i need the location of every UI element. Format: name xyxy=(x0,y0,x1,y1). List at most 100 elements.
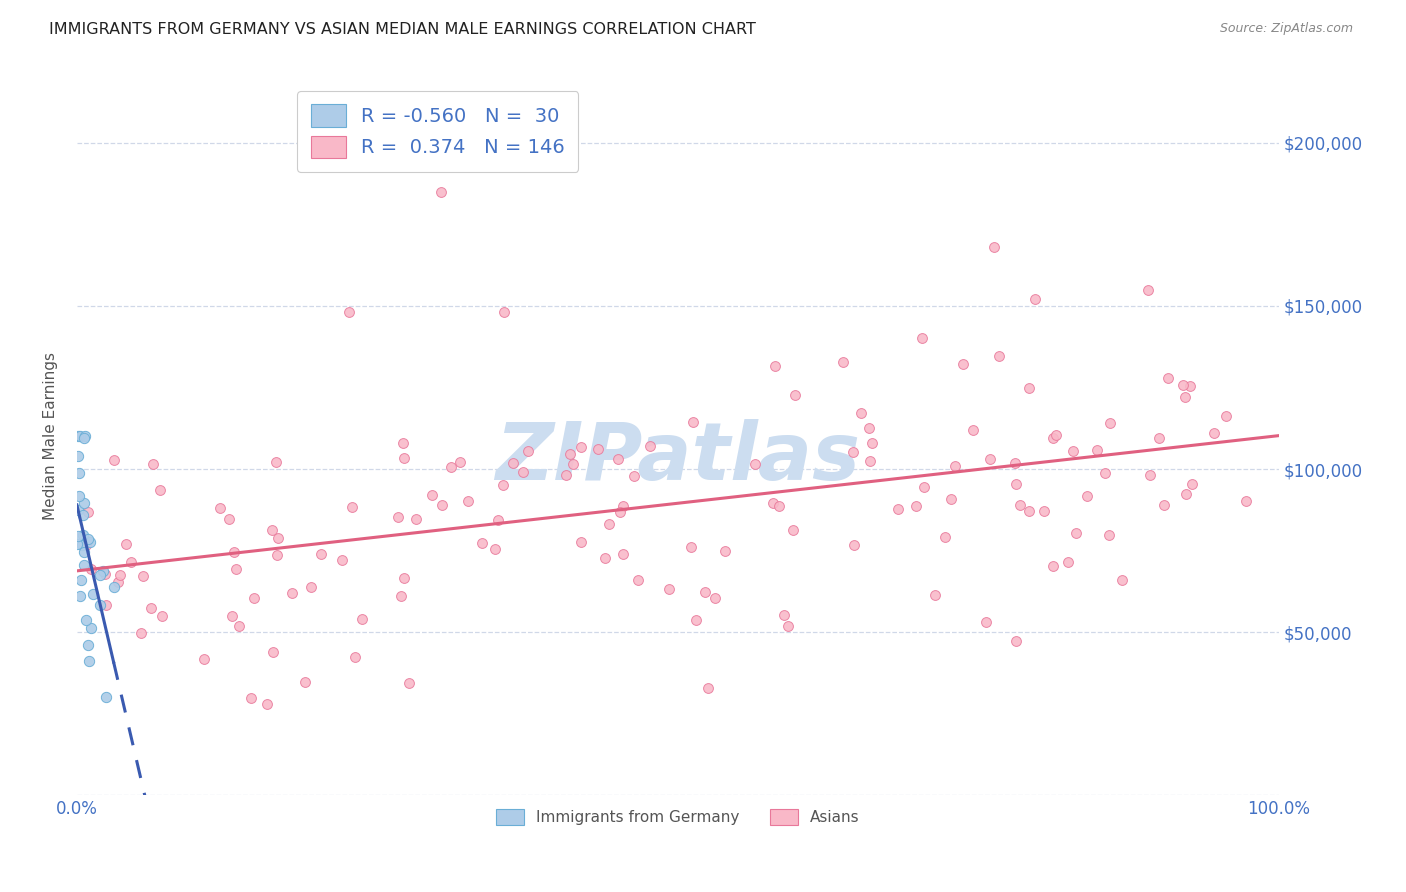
Point xyxy=(612,499,634,513)
Point xyxy=(1076,489,1098,503)
Point xyxy=(974,615,997,630)
Point xyxy=(987,349,1010,363)
Point xyxy=(1202,425,1225,440)
Point xyxy=(471,536,494,550)
Point xyxy=(860,436,883,450)
Point xyxy=(1010,498,1032,512)
Point xyxy=(66,503,89,517)
Point xyxy=(1094,467,1116,481)
Point xyxy=(218,512,240,526)
Point xyxy=(502,456,524,470)
Point xyxy=(340,500,363,515)
Point xyxy=(108,568,131,582)
Point xyxy=(392,436,415,450)
Point xyxy=(76,505,98,519)
Point xyxy=(299,580,322,594)
Point xyxy=(924,588,946,602)
Point xyxy=(1004,456,1026,470)
Point xyxy=(612,547,634,561)
Point xyxy=(904,499,927,513)
Point xyxy=(658,582,681,596)
Point xyxy=(132,569,155,583)
Point xyxy=(266,548,288,562)
Point xyxy=(228,618,250,632)
Y-axis label: Median Male Earnings: Median Male Earnings xyxy=(44,352,58,520)
Point xyxy=(103,580,125,594)
Point xyxy=(79,534,101,549)
Point xyxy=(486,513,509,527)
Point xyxy=(94,690,117,704)
Point xyxy=(681,540,703,554)
Point xyxy=(943,459,966,474)
Point xyxy=(72,538,94,552)
Point xyxy=(561,457,583,471)
Point xyxy=(1087,443,1109,458)
Point xyxy=(962,423,984,437)
Point xyxy=(558,447,581,461)
Point xyxy=(330,553,353,567)
Point xyxy=(842,445,865,459)
Point xyxy=(103,453,125,467)
Point xyxy=(778,619,800,633)
Point xyxy=(120,556,142,570)
Point xyxy=(983,240,1005,254)
Point xyxy=(517,444,540,458)
Point xyxy=(243,591,266,605)
Point xyxy=(627,574,650,588)
Point xyxy=(66,537,89,551)
Point xyxy=(858,421,880,435)
Point xyxy=(256,697,278,711)
Point xyxy=(66,429,89,443)
Point xyxy=(1234,494,1257,508)
Point xyxy=(832,355,855,369)
Point xyxy=(420,488,443,502)
Point xyxy=(598,517,620,532)
Point xyxy=(762,496,785,510)
Point xyxy=(69,429,91,443)
Point xyxy=(714,544,737,558)
Point xyxy=(76,638,98,652)
Point xyxy=(72,508,94,522)
Point xyxy=(76,538,98,552)
Point xyxy=(1157,371,1180,385)
Point xyxy=(392,450,415,465)
Point xyxy=(72,558,94,573)
Point xyxy=(77,654,100,668)
Point xyxy=(1111,574,1133,588)
Point xyxy=(449,455,471,469)
Point xyxy=(430,499,453,513)
Point xyxy=(1033,504,1056,518)
Point xyxy=(609,505,631,519)
Point xyxy=(744,457,766,471)
Point xyxy=(264,455,287,469)
Point xyxy=(773,608,796,623)
Point xyxy=(82,587,104,601)
Point xyxy=(430,185,453,199)
Point xyxy=(1097,527,1119,541)
Point xyxy=(343,650,366,665)
Point xyxy=(638,439,661,453)
Point xyxy=(72,528,94,542)
Point xyxy=(1057,555,1080,569)
Point xyxy=(1147,431,1170,445)
Point xyxy=(96,598,118,612)
Point xyxy=(76,532,98,546)
Point xyxy=(682,415,704,429)
Point xyxy=(457,494,479,508)
Point xyxy=(1018,381,1040,395)
Point xyxy=(1215,409,1237,423)
Point xyxy=(129,626,152,640)
Point xyxy=(89,568,111,582)
Point xyxy=(262,645,284,659)
Point xyxy=(221,609,243,624)
Point xyxy=(309,547,332,561)
Point xyxy=(887,502,910,516)
Point xyxy=(208,500,231,515)
Point xyxy=(387,510,409,524)
Point xyxy=(569,534,592,549)
Point xyxy=(1024,293,1046,307)
Point xyxy=(69,590,91,604)
Point xyxy=(1062,444,1084,458)
Point xyxy=(91,564,114,578)
Point xyxy=(75,613,97,627)
